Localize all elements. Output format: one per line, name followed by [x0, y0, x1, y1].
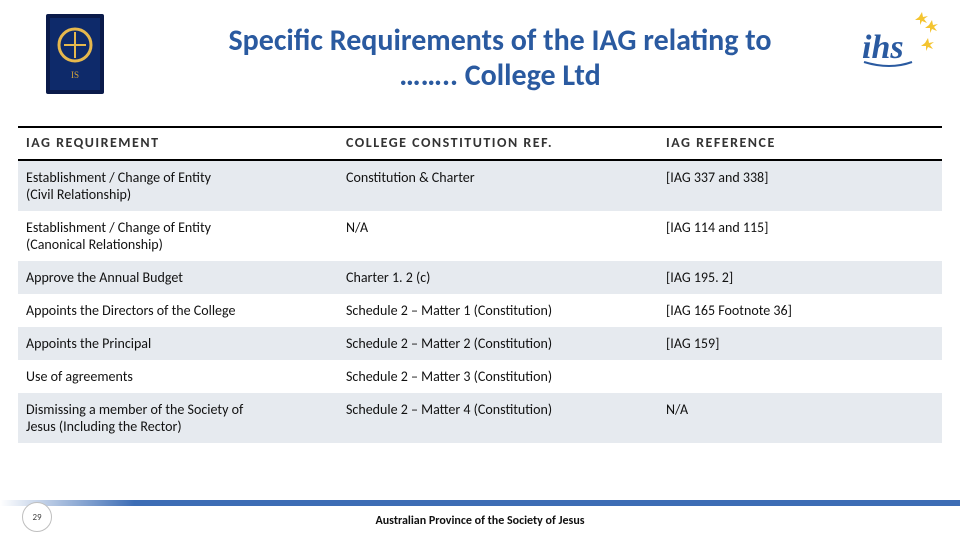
cell-sub: (Civil Relationship): [26, 186, 330, 203]
footer-divider: [0, 500, 960, 506]
cell: Establishment / Change of Entity: [26, 219, 211, 236]
table-row: Establishment / Change of Entity(Canonic…: [18, 211, 942, 261]
cell: Dismissing a member of the Society of: [26, 401, 243, 418]
svg-text:IS: IS: [71, 70, 79, 80]
cell: N/A: [658, 393, 942, 443]
svg-text:ihs: ihs: [862, 29, 904, 66]
cell: [IAG 114 and 115]: [658, 211, 942, 261]
table-row: Appoints the Directors of the College Sc…: [18, 294, 942, 327]
cell: Schedule 2 – Matter 4 (Constitution): [338, 393, 658, 443]
col-header-3: IAG REFERENCE: [658, 127, 942, 160]
footer-text: Australian Province of the Society of Je…: [0, 514, 960, 528]
cell: Appoints the Principal: [26, 335, 151, 352]
book-icon: IS: [40, 10, 110, 100]
header: IS Specific Requirements of the IAG rela…: [0, 0, 960, 120]
table-row: Approve the Annual Budget Charter 1. 2 (…: [18, 261, 942, 294]
page-title: Specific Requirements of the IAG relatin…: [150, 24, 850, 93]
cell: Establishment / Change of Entity: [26, 169, 211, 186]
col-header-1: IAG REQUIREMENT: [18, 127, 338, 160]
cell: [658, 360, 942, 393]
table-row: Use of agreements Schedule 2 – Matter 3 …: [18, 360, 942, 393]
cell-sub: Jesus (Including the Rector): [26, 418, 330, 435]
cell: Schedule 2 – Matter 1 (Constitution): [338, 294, 658, 327]
cell: Charter 1. 2 (c): [338, 261, 658, 294]
cell: Schedule 2 – Matter 2 (Constitution): [338, 327, 658, 360]
table-body: Establishment / Change of Entity(Civil R…: [18, 160, 942, 443]
cell: Approve the Annual Budget: [26, 269, 183, 286]
cell: Constitution & Charter: [338, 160, 658, 211]
title-line-2: …….. College Ltd: [399, 57, 600, 94]
cell: [IAG 337 and 338]: [658, 160, 942, 211]
col-header-2: COLLEGE CONSTITUTION REF.: [338, 127, 658, 160]
requirements-table: IAG REQUIREMENT COLLEGE CONSTITUTION REF…: [18, 126, 942, 443]
title-line-1: Specific Requirements of the IAG relatin…: [228, 22, 771, 59]
cell-sub: (Canonical Relationship): [26, 236, 330, 253]
cell: [IAG 195. 2]: [658, 261, 942, 294]
table-row: Appoints the Principal Schedule 2 – Matt…: [18, 327, 942, 360]
table-row: Establishment / Change of Entity(Civil R…: [18, 160, 942, 211]
cell: Schedule 2 – Matter 3 (Constitution): [338, 360, 658, 393]
table-row: Dismissing a member of the Society ofJes…: [18, 393, 942, 443]
ihs-logo: ihs: [860, 10, 940, 80]
cell: [IAG 159]: [658, 327, 942, 360]
cell: [IAG 165 Footnote 36]: [658, 294, 942, 327]
table-header-row: IAG REQUIREMENT COLLEGE CONSTITUTION REF…: [18, 127, 942, 160]
slide: IS Specific Requirements of the IAG rela…: [0, 0, 960, 540]
cell: Use of agreements: [26, 368, 133, 385]
cell: N/A: [338, 211, 658, 261]
cell: Appoints the Directors of the College: [26, 302, 235, 319]
